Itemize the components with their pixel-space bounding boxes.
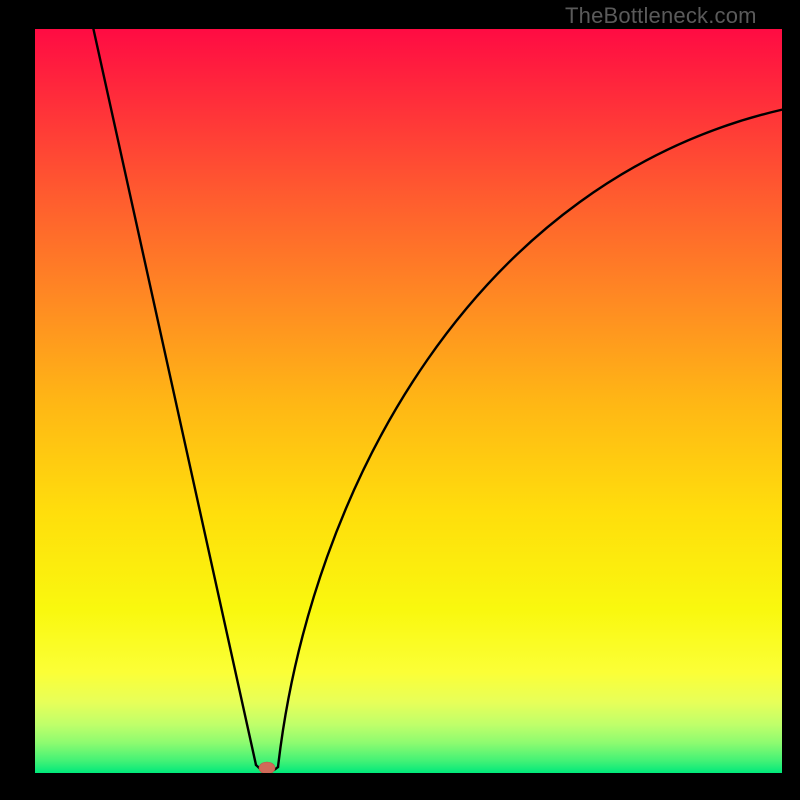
watermark-text: TheBottleneck.com	[565, 3, 757, 29]
bottleneck-chart	[35, 29, 782, 773]
gradient-background	[35, 29, 782, 773]
optimal-point-marker	[259, 762, 275, 773]
